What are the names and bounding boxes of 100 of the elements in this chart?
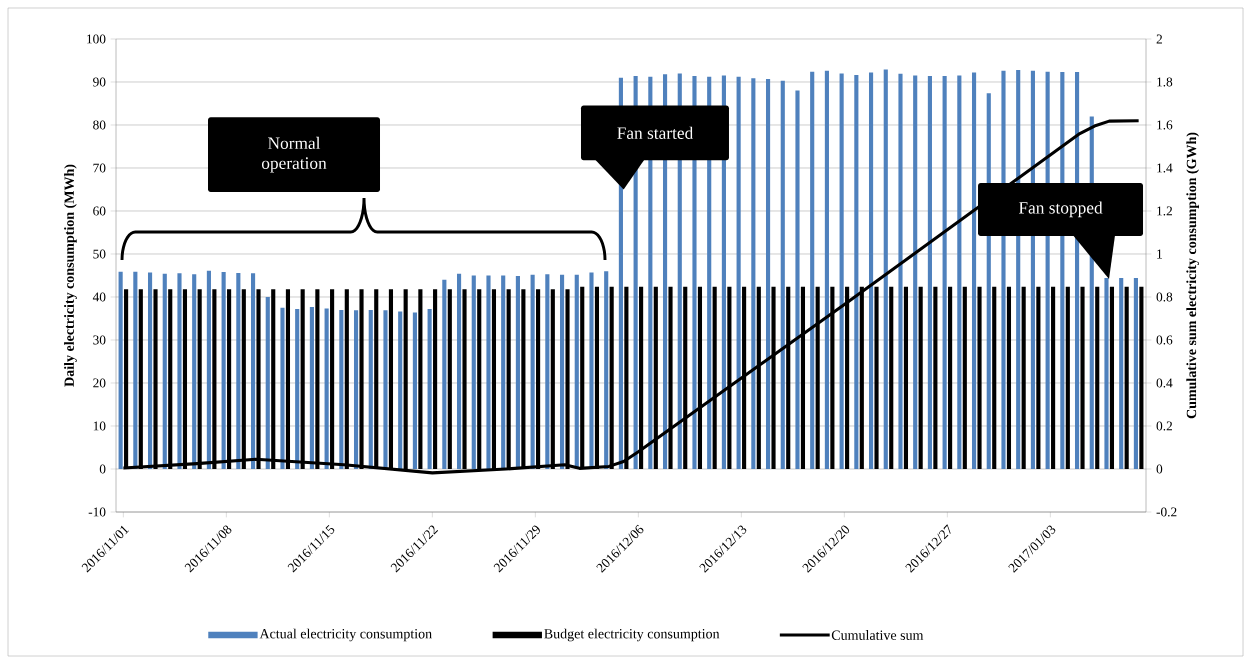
bar [271,289,276,469]
y-tick-label: 90 [93,77,106,87]
bar [962,286,967,469]
bar [824,70,829,469]
bar [1124,286,1129,469]
y2-tick-label: 1.6 [1157,120,1173,130]
line-series [121,119,1141,475]
bar [442,279,447,469]
bar [506,289,511,469]
bar [854,75,859,469]
bar [177,273,182,469]
bar [295,309,300,469]
y-tick-label: 0 [99,464,106,474]
bar [765,78,771,469]
bar [447,289,452,469]
bar [1109,286,1115,469]
bar [948,286,953,469]
bar [810,71,815,469]
y-tick-label: 100 [87,34,106,44]
bar [780,80,785,469]
bar [227,289,232,469]
bar [942,75,947,469]
y2-tick-label: 1.8 [1157,77,1173,87]
bar [992,286,997,469]
bar [756,286,761,469]
bar [903,286,909,469]
bar [521,289,526,469]
bar [545,274,550,469]
bar [162,273,167,469]
bar [501,275,506,469]
bar [839,73,844,469]
bar [1021,286,1026,469]
bar [883,69,888,469]
bar [977,286,982,469]
bar [383,310,388,469]
bar [339,309,344,469]
bar [771,286,776,469]
bar [800,286,806,469]
legend-label: Actual electricity consumption [259,628,432,642]
bar [1133,278,1138,469]
bar [412,312,417,469]
bar [280,307,285,469]
bar [285,289,291,469]
bar [300,289,305,469]
bar [859,286,864,469]
y2-tick-label: 0.2 [1156,421,1172,431]
y-tick-label: -10 [88,507,106,517]
bar [918,286,923,469]
bar [1006,286,1012,469]
bar [138,289,143,469]
bar [486,275,491,469]
bar [221,272,226,469]
bar [398,311,403,469]
bar [344,289,349,469]
y2-tick-label: 1.4 [1157,163,1173,173]
y-tick-label: 10 [93,421,106,431]
y-tick-label: 40 [92,292,106,302]
bar [212,289,217,469]
bar [1104,278,1109,469]
bar [927,75,932,469]
bar [736,76,741,469]
bar [133,271,138,469]
bar [742,286,747,469]
bar [477,289,482,469]
bar [192,274,197,469]
bar [957,75,962,469]
bar [933,286,938,469]
bar [786,286,791,469]
bar [815,286,820,469]
bar [1139,286,1144,469]
y-tick-label: 20 [93,378,106,388]
y2-tick-label: 0 [1156,464,1163,474]
bar [1080,286,1085,469]
bar [898,73,903,469]
bar [241,289,246,469]
bar [868,72,874,469]
y2-tick-label: 0.4 [1156,378,1173,388]
bar [830,286,835,469]
bar [668,286,673,469]
bar [653,286,658,469]
bar [795,90,800,469]
bar [462,289,467,469]
bar [315,289,320,469]
y2-tick-label: 0.6 [1156,335,1173,345]
bar [1119,278,1124,469]
bar [330,289,335,469]
bar [324,308,329,469]
bar [751,78,756,469]
bar [697,286,703,469]
annotation: Fan stopped [1018,201,1103,218]
bar [624,286,629,469]
bar [359,289,364,469]
y2-tick-label: 1.2 [1157,206,1172,216]
bar [168,289,173,469]
bar [913,75,918,469]
bar [574,274,579,469]
bar [403,289,408,469]
bar [683,286,688,469]
bar [559,274,565,469]
bar [265,297,270,469]
